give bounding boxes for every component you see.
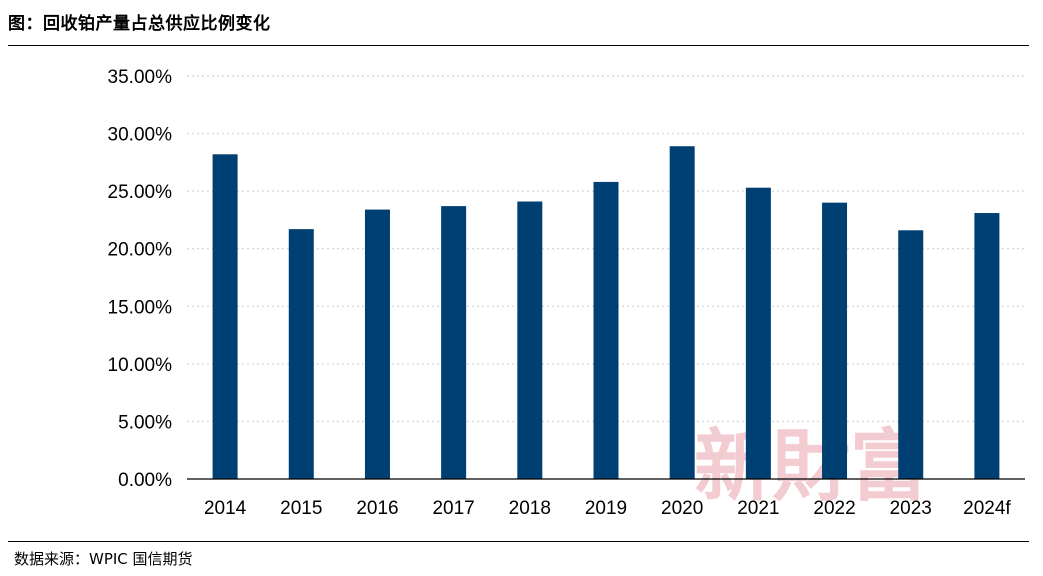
bar-2022 — [822, 202, 848, 479]
x-tick-label: 2015 — [280, 498, 322, 519]
x-tick-label: 2020 — [661, 498, 703, 519]
bar-2016 — [364, 209, 390, 479]
bar-2018 — [517, 201, 543, 479]
x-tick-label: 2021 — [737, 498, 779, 519]
y-tick-label: 25.00% — [108, 182, 173, 203]
x-tick-label: 2019 — [585, 498, 627, 519]
x-tick-label: 2018 — [509, 498, 551, 519]
bar-2024f — [974, 213, 1000, 479]
bottom-rule — [8, 541, 1029, 542]
x-tick-labels: 2014 2015 2016 2017 2018 2019 2020 2021 2022 2023… — [204, 498, 1011, 519]
x-tick-label: 2017 — [432, 498, 474, 519]
bars — [212, 146, 1000, 480]
y-tick-label: 15.00% — [108, 297, 173, 318]
x-tick-label: 2024f — [963, 498, 1011, 519]
bar-2017 — [441, 206, 467, 479]
source-note: 数据来源：WPIC 国信期货 — [14, 550, 193, 568]
bar-2019 — [593, 181, 619, 479]
watermark-logo: 新財富 — [694, 421, 928, 512]
bar-chart: 新財富 0.00% 5.00% 10.00% 15.00% 20.00% 25.00% 30… — [108, 67, 1025, 519]
y-tick-label: 35.00% — [108, 67, 173, 88]
x-tick-label: 2014 — [204, 498, 247, 519]
x-tick-label: 2022 — [813, 498, 855, 519]
bar-2023 — [898, 230, 924, 479]
y-tick-label: 5.00% — [118, 412, 172, 433]
y-tick-label: 0.00% — [118, 470, 172, 491]
y-tick-label: 20.00% — [108, 240, 173, 261]
x-tick-label: 2016 — [356, 498, 398, 519]
bar-2015 — [288, 229, 314, 479]
y-tick-labels: 0.00% 5.00% 10.00% 15.00% 20.00% 25.00% 30.00%… — [108, 67, 173, 491]
top-rule — [8, 45, 1029, 46]
figure-title: 图：回收铂产量占总供应比例变化 — [8, 14, 271, 34]
bar-2014 — [212, 154, 238, 479]
y-tick-label: 30.00% — [108, 125, 173, 146]
x-tick-label: 2023 — [890, 498, 932, 519]
bar-2021 — [745, 187, 771, 479]
bar-2020 — [669, 146, 695, 480]
y-tick-label: 10.00% — [108, 355, 173, 376]
